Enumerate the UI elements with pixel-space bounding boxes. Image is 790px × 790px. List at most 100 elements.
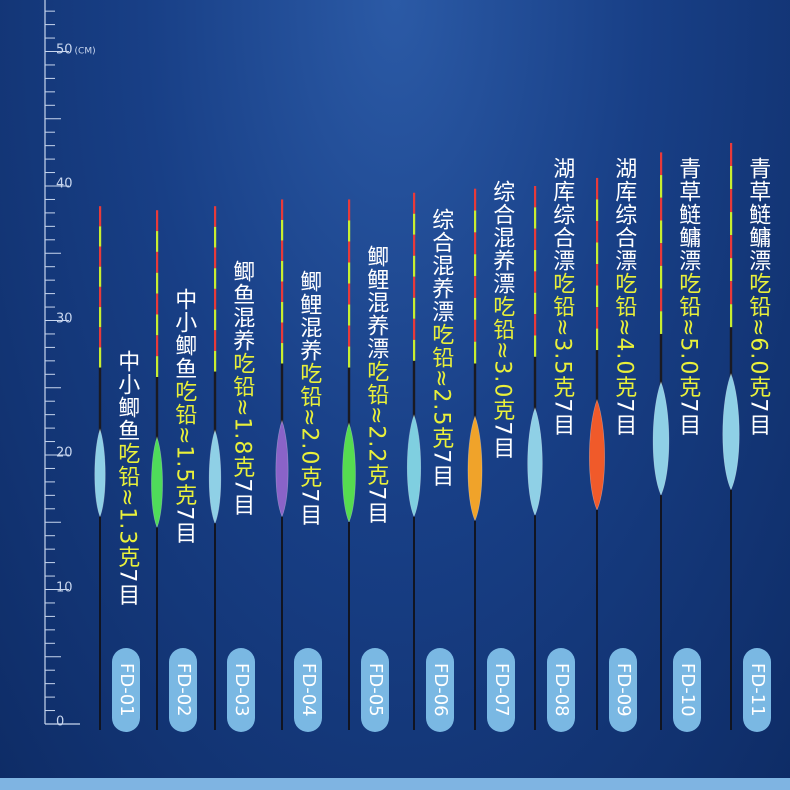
- float-tip-segment: [413, 276, 416, 298]
- float-lead-weight: 吃铅≈6.0克: [745, 272, 771, 399]
- float-mesh: 7目: [675, 398, 701, 437]
- ruler-label: 40: [56, 177, 73, 192]
- float-tip-segment: [214, 330, 217, 351]
- float-tip-segment: [281, 260, 284, 282]
- float-body: [407, 414, 421, 518]
- float-name: 中小鲫鱼: [171, 288, 197, 380]
- float-tip-segment: [281, 281, 284, 303]
- float-tip-segment: [413, 255, 416, 277]
- ruler-unit: (CM): [74, 46, 96, 56]
- float-name: 综合混养漂: [428, 208, 454, 323]
- float-mesh: 7目: [296, 488, 322, 527]
- float-tip-segment: [596, 307, 599, 329]
- float-mesh: 7目: [363, 486, 389, 525]
- float-tip-segment: [348, 304, 351, 326]
- float-mesh: 7目: [114, 568, 140, 607]
- float-tip-segment: [214, 288, 217, 310]
- model-badge: FD-10: [673, 648, 701, 732]
- ruler-label-value: 0: [56, 714, 65, 730]
- float-name: 湖库综合漂: [549, 157, 575, 272]
- float-tip-segment: [99, 266, 102, 287]
- fishing-float-graphic: [342, 199, 356, 730]
- model-badge: FD-01: [112, 648, 140, 732]
- float-body: [589, 398, 605, 511]
- float-tip-segment: [281, 302, 284, 323]
- float-tip-segment: [156, 251, 159, 273]
- float-name: 湖库综合漂: [611, 157, 637, 272]
- float-tip-segment: [99, 206, 102, 227]
- float-body: [652, 381, 670, 496]
- model-badge: FD-05: [361, 648, 389, 732]
- fishing-float-graphic: [275, 199, 289, 730]
- fishing-float-graphic: [722, 142, 740, 730]
- model-badge: FD-07: [487, 648, 515, 732]
- float-tip-segment: [534, 271, 537, 293]
- float-tip-segment: [730, 304, 733, 328]
- model-badge: FD-04: [294, 648, 322, 732]
- float-tip-segment: [660, 152, 663, 176]
- float-tip-segment: [660, 243, 663, 266]
- float-tip-segment: [348, 262, 351, 284]
- float-tip-segment: [730, 258, 733, 282]
- float-tip-segment: [413, 318, 416, 340]
- fishing-float-graphic: [527, 186, 543, 730]
- float-tip-segment: [660, 175, 663, 198]
- float-tip-segment: [730, 189, 733, 213]
- float-tip-segment: [281, 240, 284, 261]
- float-tip-segment: [660, 220, 663, 244]
- float-tip-segment: [534, 186, 537, 208]
- float-name: 中小鲫鱼: [114, 350, 140, 442]
- float-tip-segment: [596, 242, 599, 265]
- float-tip-segment: [596, 285, 599, 308]
- float-tip-segment: [413, 192, 416, 214]
- float-description: 鲫鱼混养吃铅≈1.8克7目: [229, 260, 254, 516]
- ruler-label-value: 30: [56, 311, 73, 326]
- float-lead-weight: 吃铅≈1.8克: [229, 352, 255, 479]
- ruler-label: 10: [56, 580, 73, 595]
- float-tip-segment: [156, 293, 159, 315]
- ruler-label-value: 10: [56, 580, 73, 595]
- float-tip-segment: [534, 314, 537, 336]
- float-tip-segment: [156, 314, 159, 336]
- float-name: 鲫鲤混养漂: [363, 245, 389, 360]
- float-lead-weight: 吃铅≈2.2克: [363, 360, 389, 487]
- float-body: [467, 415, 483, 522]
- ruler-label: 0: [56, 715, 64, 730]
- float-body: [208, 429, 222, 525]
- float-lead-weight: 吃铅≈1.3克: [114, 442, 140, 569]
- float-body: [342, 422, 356, 523]
- float-tip-segment: [99, 307, 102, 328]
- fishing-float-graphic: [589, 177, 605, 730]
- model-badge: FD-11: [743, 648, 771, 732]
- float-description: 青草鲢鳙漂吃铅≈5.0克7目: [675, 157, 700, 436]
- float-mesh: 7目: [745, 398, 771, 437]
- float-mesh: 7目: [489, 421, 515, 460]
- float-tip-segment: [413, 213, 416, 235]
- ruler-label: 20: [56, 446, 73, 461]
- float-tip-segment: [660, 265, 663, 289]
- model-badge: FD-06: [426, 648, 454, 732]
- float-lead-weight: 吃铅≈2.5克: [428, 323, 454, 450]
- float-tip-segment: [214, 268, 217, 289]
- ruler-label-value: 40: [56, 176, 73, 192]
- float-lead-weight: 吃铅≈2.0克: [296, 362, 322, 489]
- float-tip-segment: [348, 241, 351, 263]
- float-tip-segment: [156, 356, 159, 377]
- model-badge: FD-08: [547, 648, 575, 732]
- float-tip-segment: [413, 297, 416, 319]
- float-tip-segment: [348, 325, 351, 347]
- fishing-float-graphic: [467, 188, 483, 730]
- float-mesh: 7目: [611, 398, 637, 437]
- float-tip-segment: [534, 207, 537, 229]
- float-description: 中小鲫鱼吃铅≈1.3克7目: [114, 350, 139, 606]
- float-body: [151, 436, 163, 529]
- float-tip-segment: [730, 142, 733, 166]
- float-description: 湖库综合漂吃铅≈3.5克7目: [549, 157, 574, 436]
- float-tip-segment: [156, 210, 159, 232]
- float-lead-weight: 吃铅≈3.0克: [489, 295, 515, 422]
- float-tip-segment: [281, 343, 284, 364]
- float-mesh: 7目: [549, 398, 575, 437]
- float-tip-segment: [596, 328, 599, 351]
- float-tip-segment: [660, 311, 663, 334]
